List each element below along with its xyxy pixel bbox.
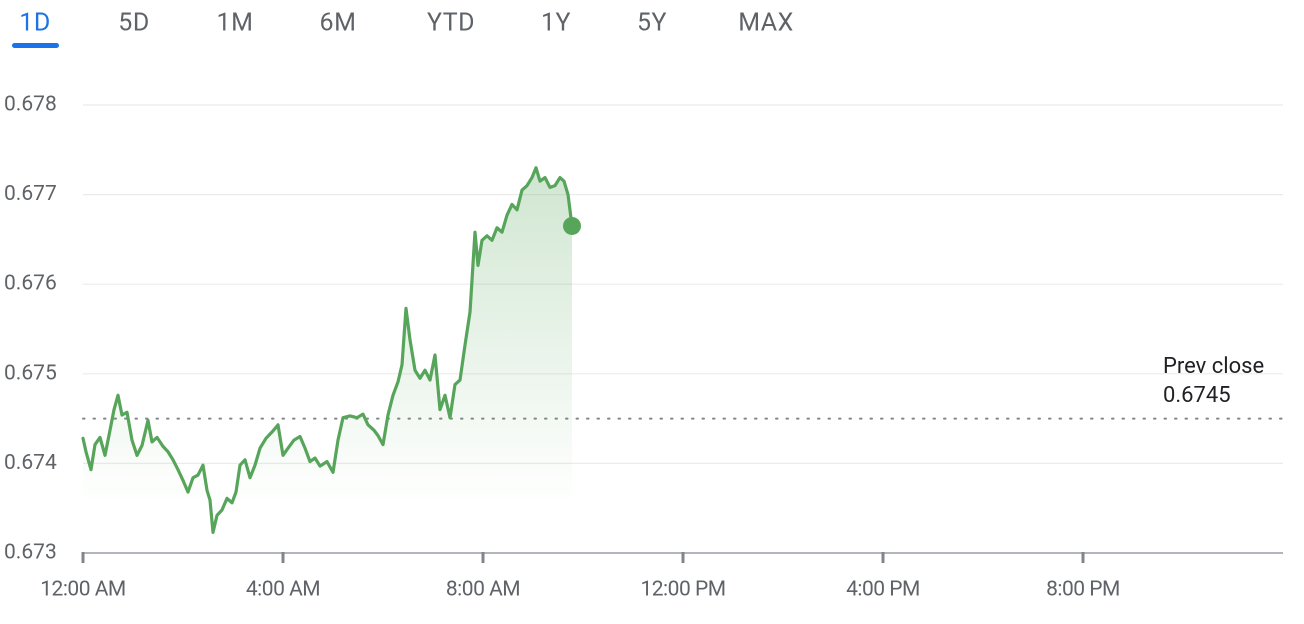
range-tab[interactable]: 6M xyxy=(320,9,357,38)
x-tick-label: 8:00 PM xyxy=(1046,578,1120,602)
y-tick-label: 0.677 xyxy=(4,182,57,206)
range-tab[interactable]: 5Y xyxy=(637,9,667,38)
x-tick-label: 12:00 PM xyxy=(640,578,725,602)
range-tabs: 1D 5D 1M 6M YTD 1Y 5Y MAX xyxy=(19,9,794,38)
range-tab[interactable]: 1M xyxy=(217,9,254,38)
selected-tab-indicator xyxy=(12,43,59,48)
y-tick-label: 0.678 xyxy=(4,93,57,117)
x-tick-label: 4:00 PM xyxy=(846,578,920,602)
x-tick-label: 12:00 AM xyxy=(40,578,126,602)
prev-close-label: Prev close xyxy=(1163,354,1264,379)
x-tick-label: 4:00 AM xyxy=(246,578,320,602)
y-tick-label: 0.676 xyxy=(4,272,57,296)
range-tab[interactable]: 1D xyxy=(19,9,50,38)
y-tick-label: 0.674 xyxy=(4,451,57,475)
range-tab[interactable]: 5D xyxy=(118,9,149,38)
y-tick-label: 0.675 xyxy=(4,361,57,385)
y-tick-label: 0.673 xyxy=(4,541,57,565)
prev-close-value: 0.6745 xyxy=(1163,383,1231,408)
range-tab[interactable]: 1Y xyxy=(541,9,571,38)
x-tick-label: 8:00 AM xyxy=(446,578,520,602)
range-tab[interactable]: YTD xyxy=(427,9,475,38)
plot-area: 0.673 0.674 0.675 0.676 0.677 0.678 12:00 AM 4:… xyxy=(4,93,1284,602)
last-price-dot xyxy=(563,216,581,235)
price-line xyxy=(81,166,574,534)
price-area xyxy=(83,167,572,533)
range-tab[interactable]: MAX xyxy=(738,9,794,38)
